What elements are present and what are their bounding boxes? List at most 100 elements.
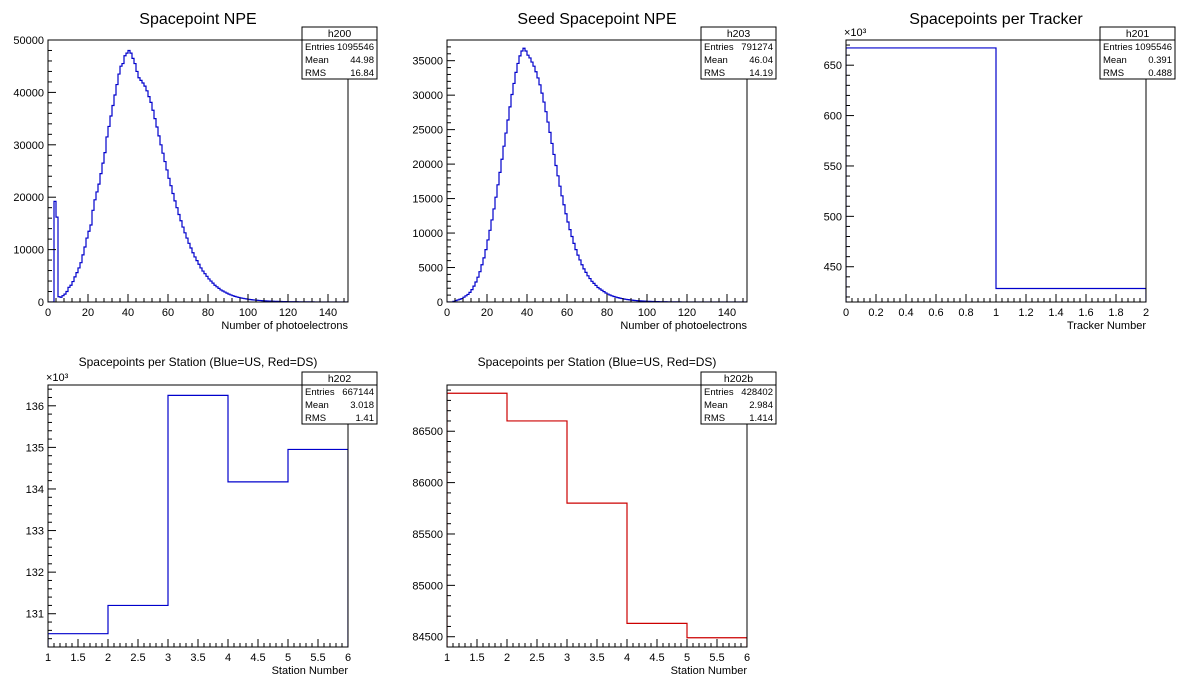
stats-label: Entries (305, 387, 335, 398)
x-tick-label: 4.5 (250, 652, 265, 664)
stats-box: h202b Entries 428402 Mean 2.984 RMS 1.414 (700, 371, 777, 425)
y-tick-label: 135 (26, 442, 44, 454)
chart-title: Spacepoints per Station (Blue=US, Red=DS… (79, 355, 318, 369)
y-tick-label: 133 (26, 526, 44, 538)
stats-box: h203 Entries 791274 Mean 46.04 RMS 14.19 (700, 26, 777, 80)
stats-label: RMS (305, 413, 326, 424)
stats-value: 1095546 (337, 42, 374, 53)
stats-value: 3.018 (350, 400, 374, 411)
stats-label: Mean (704, 55, 728, 66)
plot-frame (47, 39, 349, 303)
stats-label: Entries (1103, 42, 1133, 53)
x-tick-label: 2 (1143, 307, 1149, 319)
histogram-panel-h201: Spacepoints per Tracker 0 0.2 0.4 0.6 0.8 1 1.2… (824, 11, 1176, 332)
x-tick-label: 3 (564, 652, 570, 664)
x-tick-label: 120 (678, 307, 696, 319)
stats-name: h203 (727, 28, 751, 40)
x-tick-label: 5.5 (709, 652, 724, 664)
x-tick-label: 2 (504, 652, 510, 664)
x-tick-label: 3.5 (190, 652, 205, 664)
stats-name: h202b (724, 373, 753, 385)
x-tick-label: 5 (684, 652, 690, 664)
y-tick-label: 5000 (419, 263, 443, 275)
stats-label: Mean (704, 400, 728, 411)
x-tick-label: 6 (744, 652, 750, 664)
stats-value: 1.41 (356, 413, 375, 424)
stats-label: Mean (305, 400, 329, 411)
stats-value: 1.414 (749, 413, 773, 424)
stats-value: 1095546 (1135, 42, 1172, 53)
x-tick-label: 0.2 (868, 307, 883, 319)
y-tick-label: 30000 (412, 90, 443, 102)
x-tick-label: 3 (165, 652, 171, 664)
y-tick-label: 0 (437, 297, 443, 309)
y-tick-label: 15000 (412, 194, 443, 206)
stats-box-frame (700, 26, 777, 80)
stats-label: Mean (1103, 55, 1127, 66)
chart-title: Spacepoint NPE (139, 11, 256, 28)
x-tick-label: 1.6 (1078, 307, 1093, 319)
x-tick-label: 60 (561, 307, 573, 319)
stats-value: 667144 (342, 387, 374, 398)
x-tick-label: 1.4 (1048, 307, 1063, 319)
y-tick-label: 500 (824, 211, 842, 223)
y-tick-label: 134 (26, 484, 44, 496)
histogram-panel-h203: Seed Spacepoint NPE 0 20 40 60 80 100 120 140 0 50… (412, 11, 777, 332)
stats-name: h202 (328, 373, 352, 385)
stats-value: 2.984 (749, 400, 773, 411)
x-tick-label: 80 (202, 307, 214, 319)
stats-label: RMS (704, 68, 725, 79)
y-exponent-label: ×10³ (46, 372, 69, 384)
x-tick-label: 6 (345, 652, 351, 664)
x-axis-label: Tracker Number (1067, 320, 1146, 332)
x-tick-label: 140 (718, 307, 736, 319)
stats-label: Entries (704, 42, 734, 53)
stats-name: h200 (328, 28, 352, 40)
x-axis-label: Station Number (272, 665, 349, 677)
x-tick-label: 2.5 (529, 652, 544, 664)
y-tick-label: 650 (824, 60, 842, 72)
y-tick-label: 86000 (412, 478, 443, 490)
stats-box: h202 Entries 667144 Mean 3.018 RMS 1.41 (301, 371, 378, 425)
x-tick-label: 20 (82, 307, 94, 319)
stats-value: 44.98 (350, 55, 374, 66)
stats-label: Entries (704, 387, 734, 398)
x-tick-label: 1.8 (1108, 307, 1123, 319)
y-tick-label: 50000 (13, 35, 44, 47)
x-tick-label: 4 (624, 652, 630, 664)
x-tick-label: 1.5 (70, 652, 85, 664)
histogram-series-h200 (48, 49, 348, 302)
y-tick-label: 25000 (412, 125, 443, 137)
x-tick-label: 0.8 (958, 307, 973, 319)
stats-label: Entries (305, 42, 335, 53)
x-tick-label: 0.4 (898, 307, 913, 319)
stats-name: h201 (1126, 28, 1150, 40)
x-tick-label: 4.5 (649, 652, 664, 664)
x-tick-label: 140 (319, 307, 337, 319)
x-tick-label: 5.5 (310, 652, 325, 664)
x-tick-label: 100 (239, 307, 257, 319)
x-tick-label: 1 (993, 307, 999, 319)
x-tick-label: 4 (225, 652, 231, 664)
stats-value: 791274 (741, 42, 773, 53)
y-tick-label: 84500 (412, 632, 443, 644)
y-tick-label: 550 (824, 161, 842, 173)
x-tick-label: 5 (285, 652, 291, 664)
stats-label: RMS (305, 68, 326, 79)
x-tick-label: 2.5 (130, 652, 145, 664)
x-tick-label: 0 (45, 307, 51, 319)
stats-value: 428402 (741, 387, 773, 398)
y-tick-label: 450 (824, 262, 842, 274)
x-tick-label: 1 (444, 652, 450, 664)
stats-value: 0.391 (1148, 55, 1172, 66)
histogram-series-h202b (447, 392, 747, 647)
histogram-panel-h202b: Spacepoints per Station (Blue=US, Red=DS… (412, 355, 777, 677)
stats-label: Mean (305, 55, 329, 66)
stats-box-frame (301, 26, 378, 80)
x-tick-label: 1.5 (469, 652, 484, 664)
y-tick-label: 131 (26, 609, 44, 621)
chart-title: Seed Spacepoint NPE (517, 11, 676, 28)
x-tick-label: 1.2 (1018, 307, 1033, 319)
histogram-panel-h200: Spacepoint NPE 0 20 40 60 80 100 120 140 0 10000 20… (13, 11, 378, 332)
stats-label: RMS (1103, 68, 1124, 79)
